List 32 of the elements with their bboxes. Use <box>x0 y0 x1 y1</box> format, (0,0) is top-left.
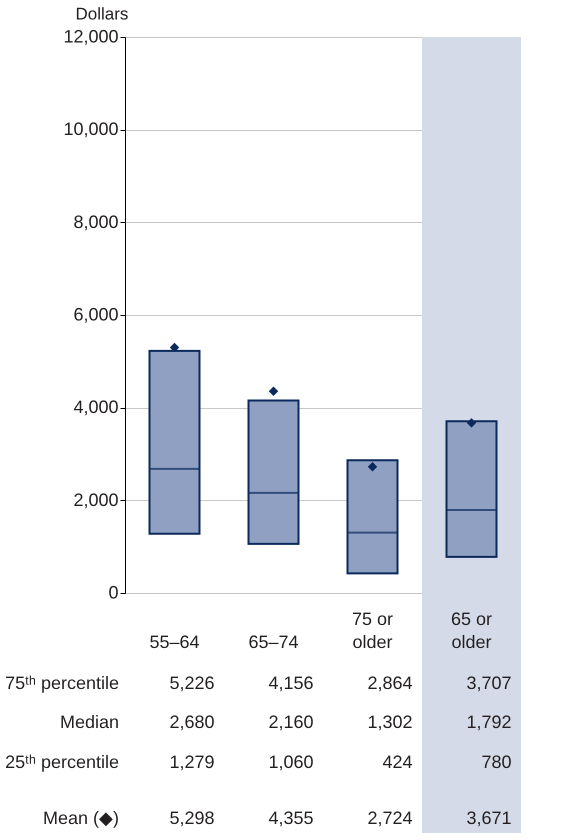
text: 2,864 <box>367 673 412 693</box>
x-tick-label: 75 or older <box>352 609 394 652</box>
x-tick-label: 65–74 <box>248 632 299 652</box>
text: 75ᵗʰ percentile <box>5 673 119 693</box>
text: 2,724 <box>367 808 412 828</box>
y-tick-label: 6,000 <box>73 304 118 324</box>
y-tick-label: 2,000 <box>73 490 118 510</box>
text: 1,279 <box>169 752 214 772</box>
y-tick-label: 12,000 <box>63 26 118 46</box>
y-tick-label: 4,000 <box>73 397 118 418</box>
text: 3,671 <box>466 808 512 828</box>
text: 2,160 <box>268 712 314 732</box>
x-tick-label: 55–64 <box>149 632 200 652</box>
text: 5,298 <box>169 808 214 828</box>
y-tick-label: 8,000 <box>73 212 118 232</box>
text: 25ᵗʰ percentile <box>5 752 119 772</box>
text: Mean (◆) <box>42 808 119 828</box>
text: 424 <box>382 752 412 772</box>
text: 1,302 <box>367 712 412 732</box>
text: 4,156 <box>268 673 314 693</box>
x-tick-label: 65 or older <box>450 609 492 652</box>
y-tick-label: 0 <box>108 582 118 602</box>
text: 2,680 <box>169 712 214 732</box>
text: Median <box>60 712 119 732</box>
text: 1,060 <box>268 752 314 772</box>
text: 1,792 <box>466 712 512 732</box>
text: 780 <box>481 752 512 772</box>
text: 3,707 <box>466 673 512 693</box>
text: 4,355 <box>268 808 314 828</box>
text: 5,226 <box>169 673 214 693</box>
y-tick-label: 10,000 <box>63 119 118 140</box>
y-axis-title: Dollars <box>76 4 128 24</box>
